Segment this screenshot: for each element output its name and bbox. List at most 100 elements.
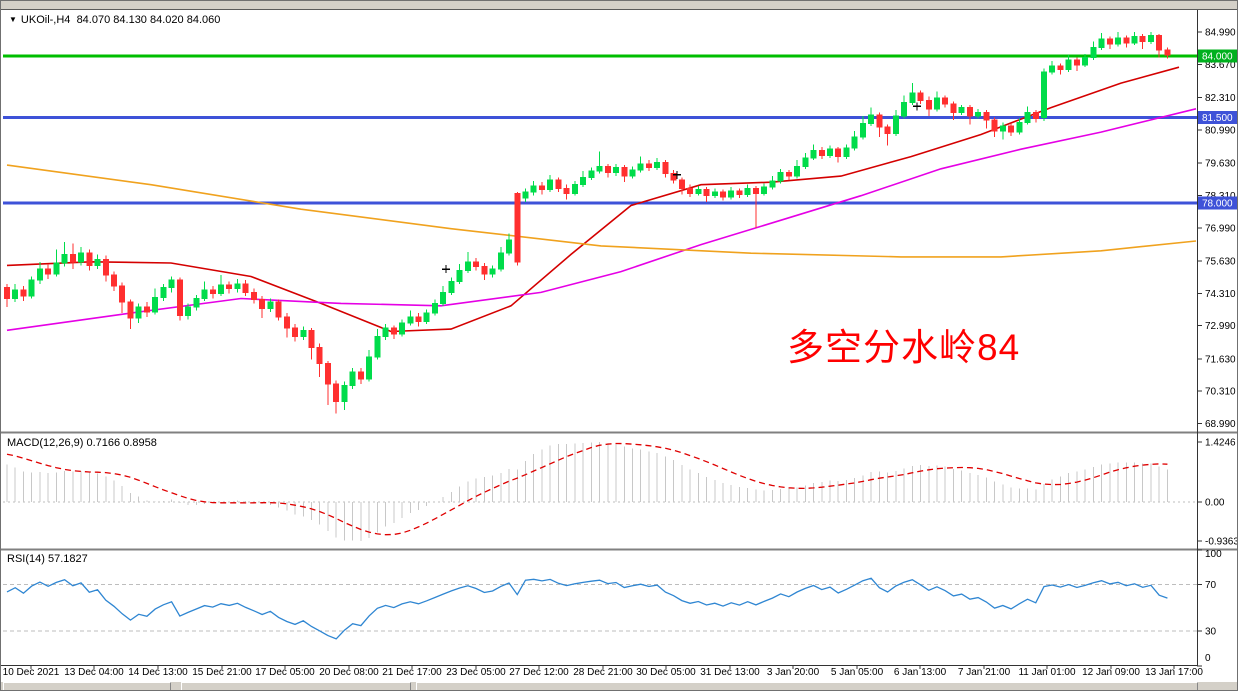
scrollbar-segment[interactable] [3, 682, 171, 690]
price-badge [1198, 49, 1237, 63]
candle-body [514, 192, 521, 263]
candle-body [835, 148, 842, 158]
candle-body [596, 165, 603, 172]
candle-body [522, 191, 529, 199]
candle-body [110, 274, 117, 287]
price-axis-label: 78.310 [1205, 191, 1236, 202]
candle-body [711, 191, 718, 197]
candle-body [36, 268, 43, 281]
candle-body [950, 103, 957, 114]
candle-body [802, 157, 809, 167]
candle-body [201, 289, 208, 299]
candle-body [366, 356, 373, 380]
time-axis-label: 14 Dec 13:00 [128, 667, 188, 678]
candle-body [678, 179, 685, 189]
price-badge [1198, 110, 1237, 124]
candle-body [580, 176, 587, 186]
price-badge-label: 81.500 [1202, 113, 1233, 124]
macd-signal-line [6, 442, 1168, 536]
macd-indicator-label: MACD(12,26,9) 0.7166 0.8958 [7, 437, 157, 449]
candle-body [226, 284, 233, 290]
candle-body [933, 97, 940, 110]
annotation-text[interactable]: 多空分水岭84 [787, 327, 1021, 368]
candle-body [61, 253, 68, 264]
time-axis-label: 27 Dec 12:00 [509, 667, 569, 678]
rsi-value: 57.1827 [47, 553, 88, 565]
candle-body [851, 136, 858, 149]
macd-name: MACD(12,26,9) [7, 437, 84, 449]
time-axis-label: 17 Dec 05:00 [255, 667, 315, 678]
candle-body [604, 165, 611, 173]
candle-body [12, 289, 19, 299]
candle-body [777, 171, 784, 182]
candle-body [259, 299, 266, 309]
price-axis-label: 72.990 [1205, 321, 1236, 332]
candle-body [69, 253, 76, 263]
candle-body [390, 327, 397, 335]
candle-body [234, 283, 241, 290]
candle-body [736, 190, 743, 195]
candle-body [785, 171, 792, 177]
candle-body [1032, 112, 1039, 120]
candle-body [958, 107, 965, 114]
symbol-dropdown-icon[interactable]: ▼ [9, 15, 17, 24]
time-axis-label: 23 Dec 05:00 [446, 667, 506, 678]
price-axis-label: 70.310 [1205, 387, 1236, 398]
candle-body [1139, 36, 1146, 43]
candle-body [613, 167, 620, 173]
time-axis-label: 10 Dec 2021 [2, 667, 60, 678]
chart-title: ▼ UKOil-,H4 84.070 84.130 84.020 84.060 [9, 14, 220, 26]
candle-body [728, 190, 735, 198]
candle-body [670, 173, 677, 181]
candle-body [703, 189, 710, 197]
candle-body [876, 114, 883, 128]
candle-body [209, 289, 216, 295]
candle-body [818, 149, 825, 156]
candle-body [431, 302, 438, 314]
time-axis-label: 6 Jan 13:00 [893, 667, 947, 678]
macd-main-value: 0.7166 [86, 437, 121, 449]
candle-body [506, 239, 513, 254]
candle-body [547, 179, 554, 191]
candle-body [143, 306, 150, 313]
candle-body [341, 384, 348, 402]
price-badge [1198, 196, 1237, 210]
candle-body [588, 170, 595, 178]
scrollbar-segment[interactable] [416, 682, 1198, 690]
candle-body [168, 279, 175, 288]
candle-body [481, 266, 488, 275]
ma-magenta [6, 108, 1197, 332]
candle-body [975, 112, 982, 117]
time-axis[interactable]: 10 Dec 2021 13 Dec 04:00 14 Dec 13:00 15 De… [1, 667, 1203, 681]
price-axis-label: 74.310 [1205, 289, 1236, 300]
time-axis-label: 31 Dec 13:00 [700, 667, 760, 678]
candle-body [4, 286, 10, 299]
symbol-period-label: UKOil-,H4 [20, 14, 71, 26]
candle-body [316, 346, 323, 364]
candle-body [637, 163, 644, 171]
price-badge-label: 78.000 [1202, 199, 1233, 210]
candle-body [440, 291, 447, 304]
candle-body [654, 162, 661, 169]
candle-body [909, 92, 916, 104]
candle-body [884, 126, 891, 134]
candle-body [530, 185, 537, 193]
candle-body [892, 115, 899, 134]
candle-body [1115, 37, 1122, 45]
time-axis-label: 7 Jan 21:00 [957, 667, 1011, 678]
candle-body [925, 99, 932, 110]
candle-body [563, 187, 570, 194]
bottom-bar [1, 682, 1237, 690]
candle-body [1073, 59, 1080, 66]
candle-body [827, 148, 833, 156]
candle-body [1016, 121, 1023, 133]
candle-body [497, 252, 504, 270]
candle-body [991, 119, 998, 132]
candle-body [843, 147, 850, 158]
candle-body [538, 185, 545, 191]
candle-body [1024, 112, 1031, 123]
scrollbar-segment[interactable] [181, 682, 411, 690]
candle-body [382, 327, 389, 337]
